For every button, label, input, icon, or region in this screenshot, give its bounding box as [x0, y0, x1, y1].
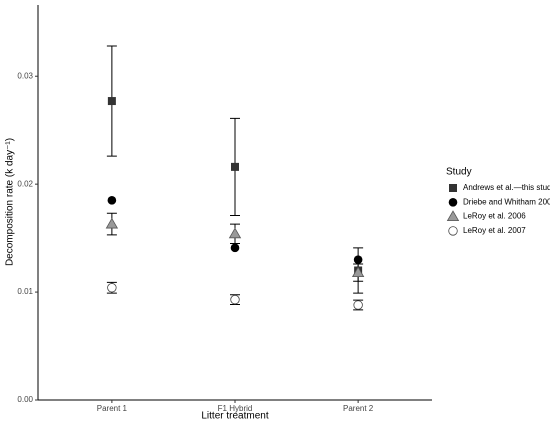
data-point: [228, 227, 242, 239]
x-tick-label: F1 Hybrid: [218, 404, 253, 413]
x-tick-label: Parent 2: [343, 404, 374, 413]
x-axis-title: Litter treatment: [201, 411, 268, 422]
y-axis-title: Decomposition rate (k day⁻¹): [5, 138, 16, 266]
data-point: [353, 300, 363, 310]
legend-title: Study: [446, 167, 472, 178]
data-point: [231, 162, 239, 171]
legend-text: Andrews et al.—this study: [463, 183, 550, 192]
y-tick-label: 0.03: [17, 71, 33, 80]
legend-text: LeRoy et al. 2006: [463, 212, 526, 221]
data-point: [107, 283, 117, 293]
data-point: [230, 294, 240, 305]
y-tick-label: 0.02: [17, 179, 33, 188]
legend-marker: [446, 210, 460, 221]
legend-marker: [449, 184, 457, 192]
y-tick-label: 0.01: [17, 287, 33, 296]
legend-text: LeRoy et al. 2007: [463, 226, 526, 235]
x-tick-label: Parent 1: [97, 404, 128, 413]
legend-text: Driebe and Whitham 2000: [463, 197, 550, 206]
data-point: [107, 196, 117, 205]
data-point: [230, 243, 240, 253]
data-point: [105, 217, 119, 229]
data-point: [351, 266, 365, 278]
legend-marker: [448, 198, 458, 207]
y-tick-label: 0.00: [17, 395, 33, 404]
legend-marker: [448, 226, 458, 236]
data-point: [353, 255, 363, 264]
data-point: [107, 97, 116, 106]
